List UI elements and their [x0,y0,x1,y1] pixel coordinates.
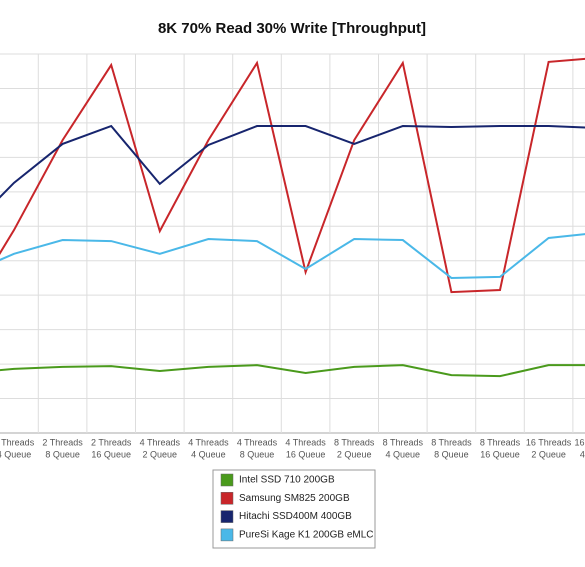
x-tick-label: 16 Queue [91,449,131,459]
x-tick-label: 8 Threads [480,437,521,447]
x-tick-label: 8 Threads [431,437,472,447]
series-line [0,233,585,279]
x-tick-label: 8 Threads [334,437,375,447]
x-tick-label: 4 Threads [237,437,278,447]
x-tick-label: 2 Queue [337,449,372,459]
legend-label: Hitachi SSD400M 400GB [239,511,352,522]
series-line [0,364,585,378]
x-tick-label: 8 Queue [434,449,469,459]
x-tick-label: 4 Queue [386,449,421,459]
x-tick-label: 4 Threads [140,437,181,447]
x-tick-label: 8 Queue [240,449,275,459]
x-tick-label: 16 Queue [286,449,326,459]
x-tick-label: 2 Threads [91,437,132,447]
x-tick-label: 8 Queue [45,449,80,459]
legend-swatch [220,473,234,487]
x-tick-label: 2 Threads [0,437,35,447]
x-tick-label: 4 Threads [285,437,326,447]
x-tick-label: 2 Queue [143,449,178,459]
x-tick-label: 2 Queue [531,449,566,459]
legend-label: PureSi Kage K1 200GB eMLC [239,530,374,541]
legend-label: Samsung SM825 200GB [239,493,350,504]
x-tick-label: 4 Queue [191,449,226,459]
x-tick-label: 16 Queue [480,449,520,459]
series-line [0,57,585,294]
legend-swatch [220,528,234,542]
x-tick-label: 4 Queue [580,449,585,459]
legend-box [212,469,376,549]
series-line [0,124,585,199]
chart-title: 8K 70% Read 30% Write [Throughput] [158,20,426,37]
legend-label: Intel SSD 710 200GB [239,475,335,486]
x-tick-label: 16 Threads [575,437,585,447]
x-tick-label: 4 Threads [188,437,229,447]
legend-swatch [220,510,234,523]
x-tick-label: 16 Threads [526,437,572,447]
x-tick-label: 2 Threads [42,437,83,447]
x-tick-label: 4 Queue [0,449,31,459]
legend-swatch [220,492,234,505]
x-tick-label: 8 Threads [383,437,424,447]
